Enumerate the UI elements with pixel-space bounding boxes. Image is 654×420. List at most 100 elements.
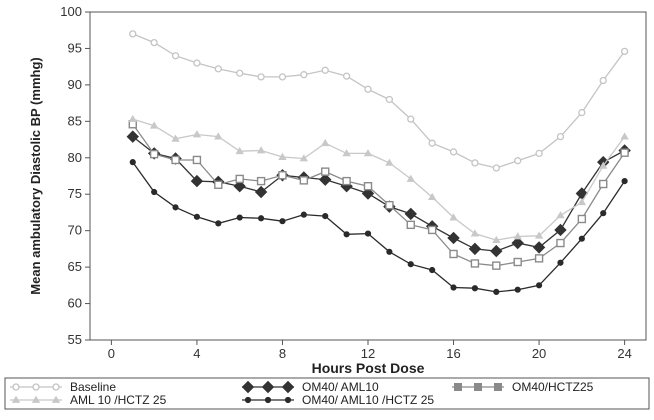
series-layer [126, 30, 631, 295]
legend-marker [31, 395, 41, 403]
legend-marker [51, 395, 61, 403]
data-point [621, 178, 628, 185]
data-point [321, 167, 330, 176]
data-point [449, 213, 458, 221]
y-tick-label: 65 [68, 259, 82, 274]
data-point [233, 179, 246, 193]
x-tick-label: 16 [446, 346, 460, 361]
data-point [343, 231, 350, 238]
data-point [235, 174, 244, 184]
x-tick-label: 24 [617, 346, 631, 361]
legend-marker [264, 396, 272, 404]
data-point [428, 139, 436, 147]
y-tick-label: 75 [68, 186, 82, 201]
data-point [279, 218, 286, 225]
legend-item-0: Baseline [10, 380, 116, 394]
legend-label: AML 10 /HCTZ 25 [70, 393, 167, 407]
legend-marker [284, 396, 292, 404]
data-point [449, 249, 458, 259]
series-0 [129, 30, 629, 172]
y-tick-label: 80 [68, 150, 82, 165]
x-tick-label: 20 [532, 346, 546, 361]
x-tick-label: 4 [193, 346, 200, 361]
data-point [151, 188, 158, 196]
data-point [364, 85, 372, 93]
legend-item-1: OM40/ AML10 [241, 380, 379, 394]
data-point [429, 266, 436, 274]
series-1 [126, 130, 631, 258]
series-line [132, 136, 625, 252]
x-axis-title: Hours Post Dose [312, 360, 425, 376]
y-tick-label: 85 [68, 113, 82, 128]
x-tick-label: 8 [279, 346, 286, 361]
data-point [556, 238, 565, 248]
data-point [319, 173, 332, 186]
data-point [554, 223, 567, 237]
legend-marker [11, 395, 21, 403]
x-tick-label: 0 [108, 346, 115, 361]
data-point [256, 146, 266, 154]
data-point [471, 285, 479, 292]
legend-label: Baseline [70, 380, 116, 394]
legend-marker [32, 383, 40, 391]
data-point [299, 154, 309, 162]
data-point [468, 242, 482, 256]
data-point [449, 148, 458, 156]
legend-item-2: OM40/HCTZ25 [452, 380, 594, 394]
data-point [490, 244, 503, 258]
data-point [532, 241, 546, 254]
data-point [620, 132, 629, 140]
x-tick-label: 12 [361, 346, 375, 361]
data-point [215, 220, 222, 227]
data-point [321, 138, 330, 147]
data-point [513, 232, 522, 240]
legend-marker [241, 380, 255, 394]
y-tick-label: 70 [68, 223, 82, 238]
data-point [492, 235, 501, 244]
series-line [132, 118, 626, 241]
data-point [534, 231, 544, 239]
data-point [600, 210, 607, 217]
data-point [342, 72, 351, 80]
data-point [575, 187, 589, 200]
data-point [406, 220, 415, 230]
data-point [406, 174, 415, 182]
data-point [385, 200, 394, 210]
data-point [278, 152, 287, 160]
data-point [278, 73, 287, 81]
data-point [470, 259, 480, 268]
data-point [427, 192, 437, 201]
data-point [171, 155, 180, 165]
data-point [364, 230, 372, 237]
data-point [620, 148, 629, 157]
legend-label: OM40/HCTZ25 [512, 380, 594, 394]
data-point [150, 38, 158, 47]
data-point [256, 176, 266, 186]
data-point [404, 207, 417, 221]
data-point [363, 182, 373, 191]
series-line [132, 161, 626, 293]
data-point [236, 214, 243, 221]
data-point [427, 225, 437, 235]
data-point [385, 158, 394, 166]
data-point [172, 204, 179, 211]
legend-marker [52, 383, 60, 391]
series-line [132, 123, 626, 267]
data-point [192, 155, 202, 165]
data-point [236, 69, 244, 77]
data-point [129, 30, 137, 38]
y-tick-label: 90 [68, 77, 82, 92]
data-point [407, 261, 414, 268]
data-point [126, 130, 139, 143]
legend-marker [474, 383, 482, 391]
legend-label: OM40/ AML10 [302, 380, 379, 394]
data-point [514, 157, 522, 165]
data-point [193, 213, 201, 220]
data-point [235, 146, 244, 155]
data-point [493, 288, 500, 295]
legend-marker [12, 383, 20, 391]
legend-marker [494, 383, 502, 391]
data-point [447, 231, 460, 245]
data-point [214, 132, 223, 140]
